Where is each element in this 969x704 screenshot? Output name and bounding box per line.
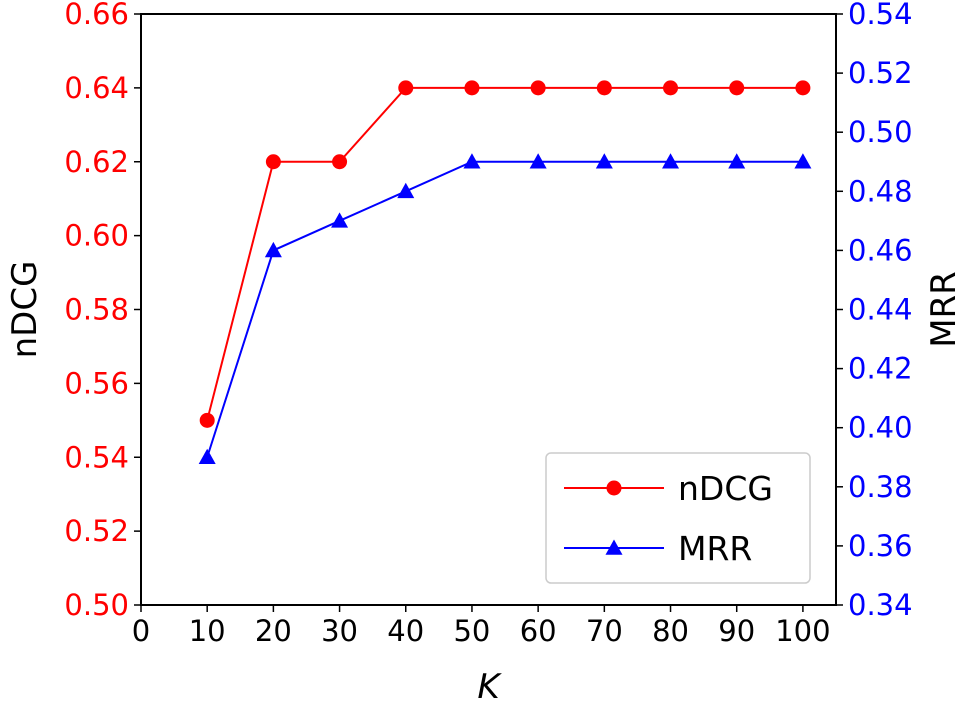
legend-label-mrr: MRR: [678, 529, 752, 568]
axes: 0 10 20 30 40 50 60 70 80 90 100 0.50 0.52 0.54 0.56 0.…: [5, 0, 964, 704]
x-tick-label: 20: [255, 614, 292, 648]
right-tick-label: 0.42: [848, 352, 913, 386]
legend-marker-mrr: [605, 539, 623, 555]
left-tick-label: 0.56: [64, 366, 129, 400]
data-point-ndcg: [795, 80, 811, 96]
data-point-mrr: [264, 241, 282, 258]
x-axis-label: K: [477, 667, 502, 704]
x-tick-label: 0: [132, 614, 150, 648]
data-point-ndcg: [398, 80, 414, 96]
data-point-mrr: [463, 153, 481, 169]
x-tick-label: 70: [586, 614, 623, 648]
right-tick-label: 0.52: [848, 56, 913, 90]
left-tick-label: 0.64: [64, 71, 129, 105]
series-line-ndcg: [206, 86, 803, 421]
right-axis-label: MRR: [924, 271, 964, 348]
data-point-ndcg: [663, 80, 679, 96]
data-point-mrr: [397, 182, 415, 199]
data-point-ndcg: [530, 80, 546, 96]
left-tick-label: 0.58: [64, 293, 129, 327]
legend-marker-ndcg: [606, 480, 622, 496]
data-point-ndcg: [596, 80, 612, 96]
x-tick-label: 60: [520, 614, 557, 648]
right-tick-label: 0.50: [848, 115, 913, 149]
left-tick-label: 0.62: [64, 145, 129, 179]
series-line-mrr: [206, 160, 803, 458]
legend: nDCG MRR: [545, 452, 811, 584]
left-tick-label: 0.50: [64, 588, 129, 622]
plot-area: [198, 80, 812, 465]
data-point-mrr: [198, 448, 216, 465]
data-point-ndcg: [265, 154, 281, 170]
x-tick-label: 90: [718, 614, 755, 648]
data-point-mrr: [331, 212, 349, 228]
right-tick-label: 0.40: [848, 411, 913, 445]
right-tick-label: 0.46: [848, 233, 913, 267]
right-tick-label: 0.44: [848, 293, 913, 327]
legend-label-ndcg: nDCG: [678, 469, 773, 508]
x-tick-label: 10: [189, 614, 226, 648]
left-tick-label: 0.54: [64, 440, 129, 474]
data-point-ndcg: [464, 80, 480, 96]
data-point-ndcg: [199, 412, 215, 428]
right-tick-label: 0.54: [848, 0, 913, 31]
x-tick-label: 100: [775, 614, 830, 648]
right-tick-label: 0.38: [848, 470, 913, 504]
data-point-mrr: [595, 153, 613, 169]
data-point-ndcg: [332, 154, 348, 170]
data-point-ndcg: [729, 80, 745, 96]
data-point-mrr: [728, 153, 746, 169]
right-tick-label: 0.48: [848, 174, 913, 208]
left-tick-label: 0.52: [64, 514, 129, 548]
x-tick-label: 80: [652, 614, 689, 648]
x-tick-label: 40: [387, 614, 424, 648]
data-point-mrr: [794, 153, 812, 169]
x-tick-label: 50: [453, 614, 490, 648]
left-axis-label: nDCG: [5, 261, 45, 359]
data-point-mrr: [529, 153, 547, 169]
x-tick-label: 30: [321, 614, 358, 648]
right-tick-label: 0.36: [848, 529, 913, 563]
data-point-mrr: [662, 153, 680, 169]
left-tick-label: 0.66: [64, 0, 129, 31]
left-tick-label: 0.60: [64, 219, 129, 253]
right-tick-label: 0.34: [848, 588, 913, 622]
